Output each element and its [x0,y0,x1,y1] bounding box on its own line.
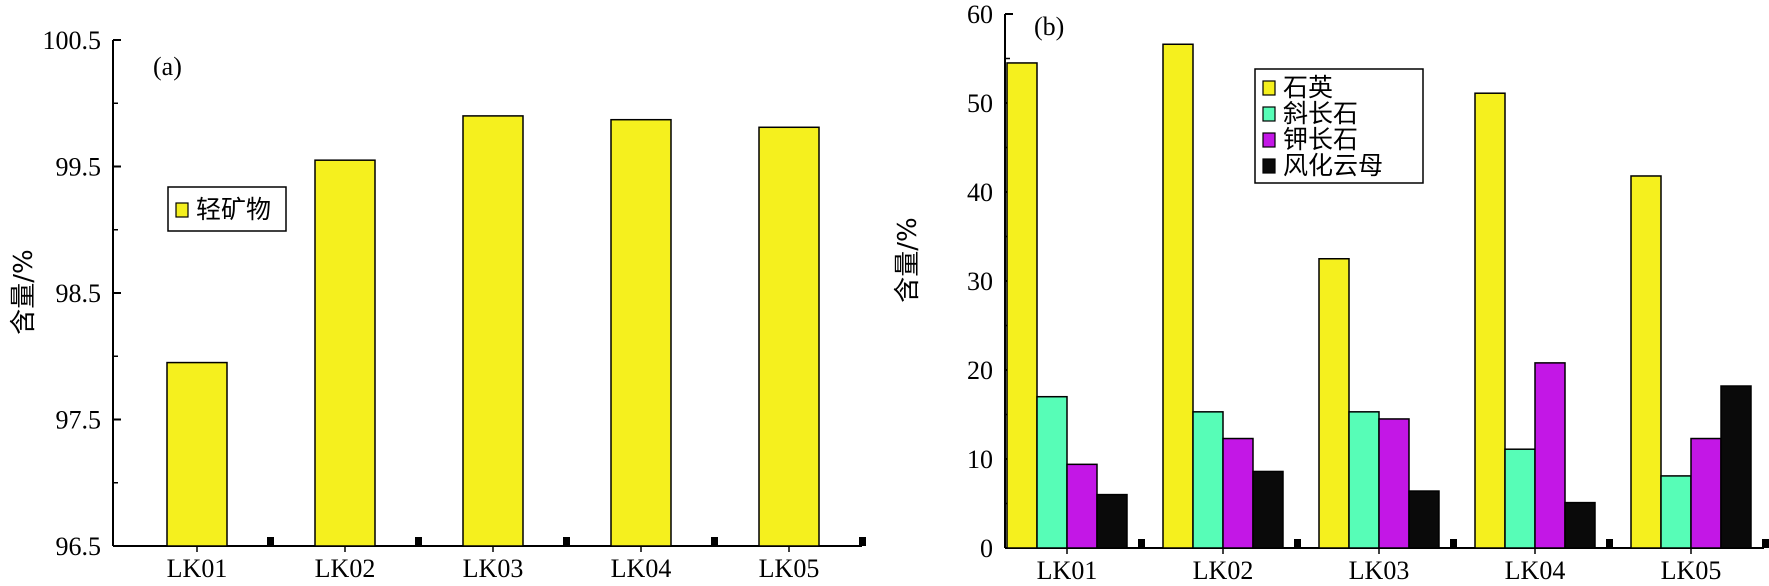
a-x-tick-label: LK03 [463,554,524,581]
a-legend: 轻矿物 [167,186,287,232]
b-y-tick-label: 20 [967,356,993,385]
b-y-tick-label: 50 [967,89,993,118]
b-panel-label: (b) [1034,12,1064,41]
b-legend-label: 石英 [1283,73,1333,102]
a-group-separator-marker [563,537,570,546]
b-bar-lk03-1 [1348,411,1380,549]
b-bar-lk04-0 [1474,92,1506,549]
a-x-tick-label: LK02 [315,554,376,581]
b-bar-lk03-0 [1318,258,1350,549]
b-legend-swatch [1262,106,1276,122]
b-legend-box [1254,68,1424,184]
b-y-axis-title: 含量/% [893,217,923,302]
b-bar-lk02-2 [1222,437,1254,549]
a-group-separator-marker [415,537,422,546]
b-y-tick-label: 30 [967,267,993,296]
b-bar-lk04-3 [1564,501,1596,549]
a-legend-swatch [175,202,189,218]
b-bar-lk01-0 [1006,62,1038,549]
b-legend-label: 钾长石 [1283,125,1358,154]
panel-a-chart: 96.5 97.5 98.5 99.5 100.5 LK01 LK02 LK03 LK04 LK0… [9,26,866,583]
a-x-tick-label: LK05 [759,554,820,581]
b-bar-lk01-2 [1066,463,1098,549]
b-legend-swatch [1262,80,1276,96]
b-y-tick-label: 60 [967,0,993,29]
panel-b-chart: 0 10 20 30 40 50 60 LK01 LK02 LK03 LK04 LK05 (b) 含量/%… [893,0,1769,585]
b-x-tick-label: LK02 [1193,556,1254,581]
a-bar-lk05-0 [758,126,820,547]
a-y-tick-label: 100.5 [43,26,102,55]
b-bar-lk01-1 [1036,395,1068,549]
a-y-tick-label: 96.5 [56,532,102,561]
a-y-tick-label: 99.5 [56,153,102,182]
a-group-separator-marker [859,537,866,546]
a-bar-lk01-0 [166,361,228,547]
b-bar-lk04-1 [1504,448,1536,549]
a-y-axis-title: 含量/% [9,249,39,334]
a-y-tick-label: 98.5 [56,279,102,308]
b-legend-swatch [1262,132,1276,148]
b-bar-lk03-3 [1408,490,1440,549]
b-legend-label: 斜长石 [1283,99,1358,128]
a-bar-lk03-0 [462,115,524,547]
b-bar-lk05-0 [1630,175,1662,549]
b-group-separator-marker [1138,539,1145,548]
b-x-tick-label: LK01 [1037,556,1098,581]
a-x-tick-label: LK04 [611,554,672,581]
b-bar-lk01-3 [1096,493,1128,549]
b-bar-lk03-2 [1378,418,1410,549]
b-legend-label: 风化云母 [1283,151,1383,180]
a-bar-lk04-0 [610,118,672,547]
b-bar-lk05-1 [1660,475,1692,549]
b-group-separator-marker [1294,539,1301,548]
a-bar-lk02-0 [314,159,376,547]
b-y-tick-label: 0 [980,534,993,563]
b-bar-lk02-0 [1162,43,1194,549]
b-group-separator-marker [1606,539,1613,548]
b-legend-swatch [1262,158,1276,174]
b-x-tick-label: LK03 [1349,556,1410,581]
a-group-separator-marker [711,537,718,546]
a-group-separator-marker [267,537,274,546]
b-y-tick-label: 10 [967,445,993,474]
a-legend-label: 轻矿物 [196,195,271,224]
b-x-tick-label: LK04 [1505,556,1566,581]
a-y-tick-label: 97.5 [56,406,102,435]
b-bar-lk05-2 [1690,437,1722,549]
b-group-separator-marker [1450,539,1457,548]
b-y-tick-label: 40 [967,178,993,207]
b-x-tick-label: LK05 [1661,556,1722,581]
b-bar-lk02-3 [1252,470,1284,549]
a-panel-label: (a) [153,52,182,81]
b-bar-lk02-1 [1192,411,1224,549]
a-x-tick-label: LK01 [167,554,228,581]
b-group-separator-marker [1762,539,1769,548]
b-bar-lk04-2 [1534,362,1566,549]
b-bar-lk05-3 [1720,385,1752,549]
